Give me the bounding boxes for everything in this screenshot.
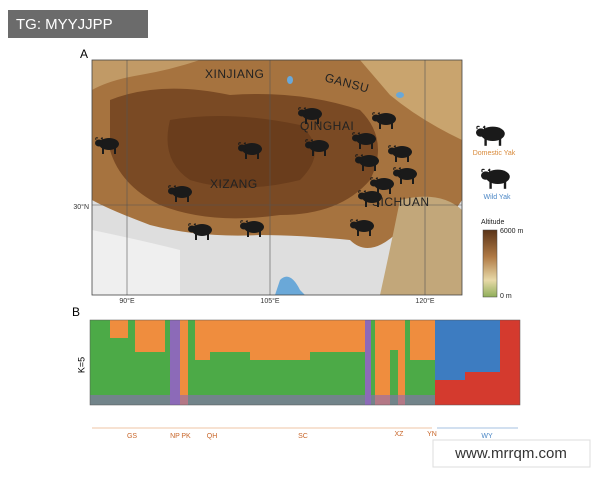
- lon-label: 90°E: [119, 297, 135, 305]
- region-label: SICHUAN: [372, 195, 430, 209]
- region-label: XIZANG: [210, 177, 258, 191]
- legend-label: 6000 m: [500, 228, 524, 235]
- panel-label: A: [80, 47, 88, 61]
- group-label: NP: [170, 433, 180, 440]
- group-label: YN: [427, 431, 437, 438]
- legend-label: Domestic Yak: [473, 150, 516, 157]
- region-label: QINGHAI: [300, 119, 354, 133]
- group-label: XZ: [395, 431, 405, 438]
- watermark: www.mrrqm.com: [454, 445, 567, 462]
- watermark: TG: MYYJJPP: [16, 16, 113, 33]
- group-label: QH: [207, 433, 218, 440]
- legend-title: Altitude: [481, 219, 504, 226]
- domestic-yak-icon: [476, 125, 506, 147]
- lon-label: 120°E: [415, 297, 434, 305]
- group-label: PK: [181, 433, 191, 440]
- lon-label: 105°E: [260, 297, 279, 305]
- watermark-box: [8, 10, 148, 38]
- k-label: K=5: [76, 357, 86, 373]
- watermark-box: [432, 439, 591, 468]
- map-frame: [91, 59, 463, 296]
- legend-label: 0 m: [500, 293, 512, 300]
- group-label: GS: [127, 433, 137, 440]
- group-label: SC: [298, 433, 308, 440]
- wild-yak-icon: [481, 168, 511, 190]
- group-label: WY: [481, 433, 493, 440]
- structure-plot: [89, 319, 521, 429]
- legend-label: Wild Yak: [484, 194, 511, 201]
- altitude-bar: [482, 229, 498, 298]
- region-label: XINJIANG: [205, 67, 264, 81]
- lat-label: 30°N: [73, 203, 89, 211]
- panel-label: B: [72, 305, 80, 319]
